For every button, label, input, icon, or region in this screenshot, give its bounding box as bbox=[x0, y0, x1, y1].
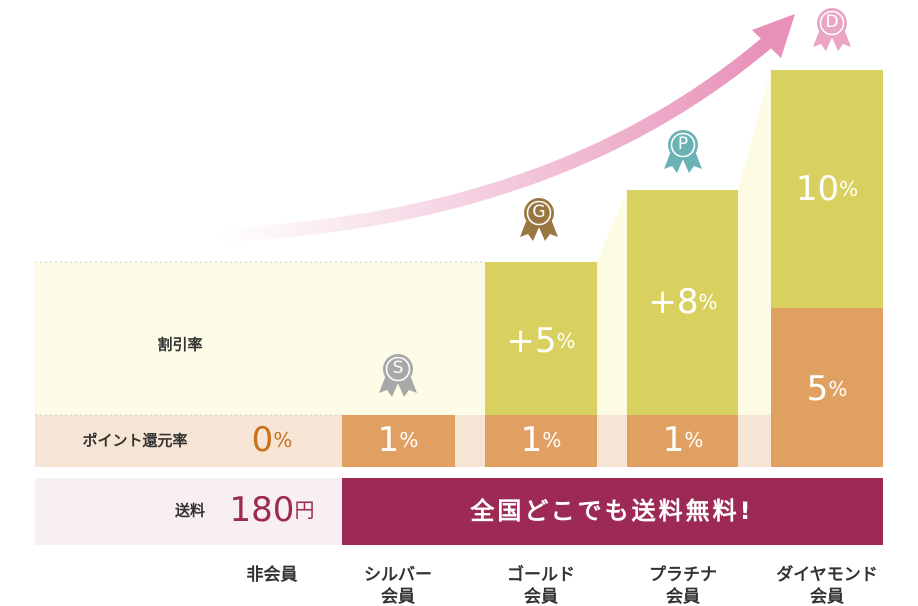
tier-name: 会員 bbox=[666, 586, 700, 606]
shipping-value: 180円 bbox=[230, 490, 315, 530]
points-value: 5% bbox=[807, 369, 848, 409]
row-label: 送料 bbox=[174, 502, 205, 520]
tier-name: ゴールド bbox=[507, 564, 575, 585]
discount-value: +5% bbox=[506, 321, 575, 361]
badge: P bbox=[663, 129, 703, 174]
free-shipping-box bbox=[342, 478, 883, 545]
points-value: 0% bbox=[252, 420, 293, 460]
tier-name: ダイヤモンド bbox=[776, 564, 878, 585]
badge-letter: S bbox=[393, 358, 404, 378]
points-band bbox=[35, 415, 883, 467]
tier-name: プラチナ bbox=[649, 564, 717, 585]
badge-letter: G bbox=[532, 202, 545, 222]
connector bbox=[597, 190, 627, 415]
discount-box bbox=[627, 190, 738, 415]
row-label: ポイント還元率 bbox=[82, 432, 187, 450]
discount-value: 10% bbox=[796, 169, 858, 209]
discount-value: +8% bbox=[648, 282, 717, 322]
tier-name: 会員 bbox=[524, 586, 558, 606]
connector bbox=[738, 70, 771, 415]
discount-box bbox=[485, 262, 597, 415]
points-box bbox=[627, 415, 738, 467]
badge: G bbox=[519, 197, 559, 242]
points-box bbox=[485, 415, 597, 467]
tier-name: シルバー bbox=[364, 565, 432, 585]
growth-arrow bbox=[219, 34, 775, 242]
tier-name: 非会員 bbox=[247, 564, 298, 585]
free-shipping-text: 全国どこでも送料無料! bbox=[469, 497, 753, 525]
arrow-head bbox=[752, 14, 795, 58]
points-value: 1% bbox=[378, 420, 419, 460]
points-value: 1% bbox=[521, 420, 562, 460]
points-value: 1% bbox=[663, 420, 704, 460]
badge-letter: D bbox=[825, 12, 838, 32]
shipping-band bbox=[35, 478, 342, 545]
tier-name: 会員 bbox=[381, 586, 415, 606]
badge-letter: P bbox=[678, 134, 688, 154]
row-label: 割引率 bbox=[157, 336, 202, 354]
points-box bbox=[771, 308, 883, 467]
badge: D bbox=[812, 7, 852, 52]
tier-name: 会員 bbox=[810, 586, 844, 606]
discount-box bbox=[771, 70, 883, 308]
badge: S bbox=[378, 353, 418, 398]
points-box bbox=[342, 415, 455, 467]
